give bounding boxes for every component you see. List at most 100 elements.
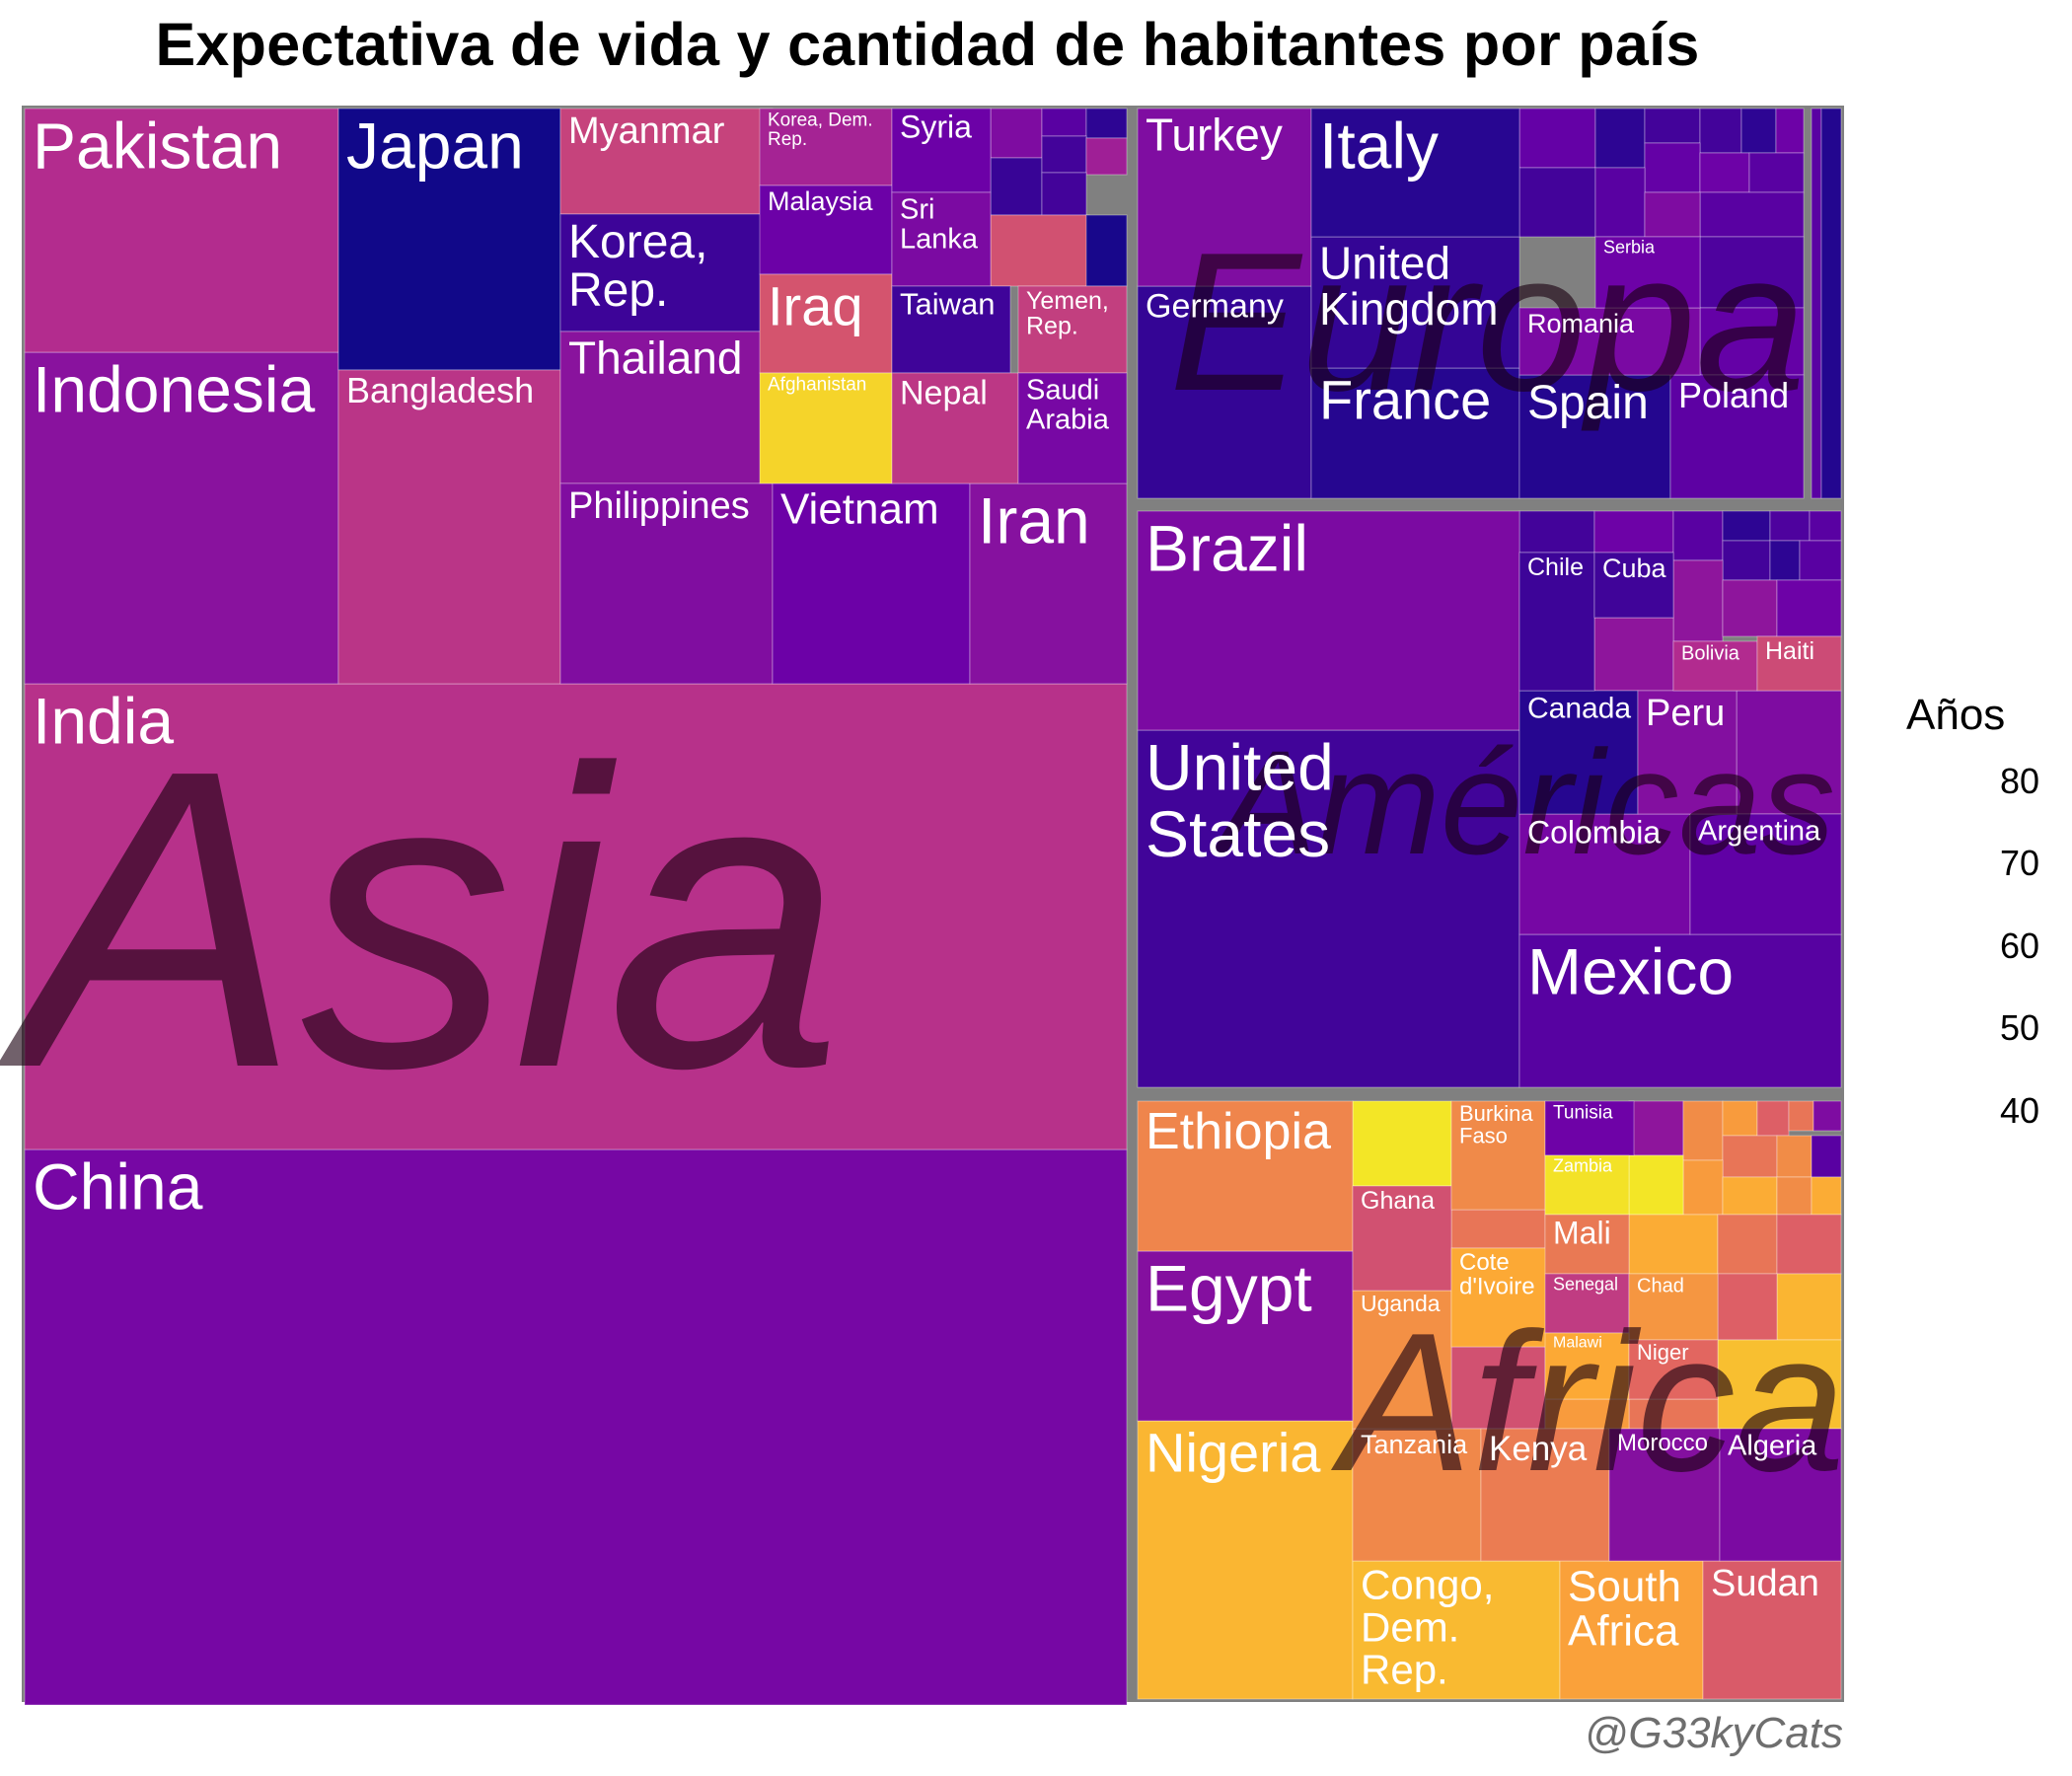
country-tile	[1644, 142, 1701, 193]
country-tile	[1518, 690, 1639, 815]
country-label: Burkina Faso	[1459, 1101, 1533, 1147]
country-label: Cuba	[1602, 554, 1667, 583]
country-tile	[1137, 510, 1520, 731]
country-label: Morocco	[1617, 1430, 1708, 1456]
country-tile	[24, 1148, 1128, 1706]
country-tile	[559, 482, 774, 685]
country-tile	[1137, 285, 1312, 499]
country-tile	[1137, 729, 1520, 1088]
country-tile	[1722, 1100, 1758, 1137]
country-label: Senegal	[1553, 1275, 1618, 1295]
country-tile	[1594, 108, 1646, 169]
country-label: Spain	[1527, 377, 1649, 429]
country-tile	[1352, 1290, 1452, 1430]
country-tile	[1352, 1100, 1452, 1187]
country-tile	[1756, 1100, 1790, 1137]
country-label: Peru	[1646, 693, 1725, 734]
country-tile	[1628, 1154, 1684, 1216]
country-label: Algeria	[1728, 1431, 1817, 1462]
country-label: United Kingdom	[1319, 237, 1499, 334]
country-tile	[990, 108, 1043, 159]
country-tile	[1017, 372, 1128, 484]
country-tile	[1722, 1176, 1778, 1216]
country-tile	[1041, 172, 1087, 216]
country-tile	[1628, 1214, 1719, 1275]
country-tile	[1776, 1273, 1842, 1341]
country-tile	[1310, 108, 1520, 238]
chart-title: Expectativa de vida y cantidad de habita…	[155, 11, 1700, 78]
country-label: Saudi Arabia	[1026, 375, 1110, 436]
country-tile	[559, 331, 774, 484]
country-label: Congo, Dem. Rep.	[1361, 1562, 1494, 1693]
country-tile	[337, 108, 561, 371]
country-tile	[1518, 933, 1842, 1088]
country-label: Chile	[1527, 554, 1584, 581]
country-tile	[1593, 617, 1674, 692]
country-tile	[1811, 108, 1822, 499]
country-label: France	[1319, 369, 1491, 431]
country-tile	[772, 482, 971, 685]
country-label: Egypt	[1146, 1252, 1312, 1325]
country-label: Italy	[1319, 110, 1439, 183]
country-tile	[1719, 1428, 1842, 1562]
country-tile	[1450, 1346, 1546, 1430]
country-tile	[1480, 1428, 1610, 1562]
country-label: Korea, Rep.	[568, 216, 707, 317]
country-tile	[1682, 1100, 1724, 1161]
country-tile	[990, 214, 1090, 287]
country-tile	[1722, 1135, 1778, 1178]
country-tile	[559, 108, 774, 215]
country-tile	[891, 108, 992, 193]
country-label: Vietnam	[780, 484, 939, 533]
country-tile	[1769, 540, 1801, 581]
country-tile	[1756, 635, 1842, 692]
country-label: Nepal	[900, 374, 988, 411]
country-tile	[1593, 510, 1674, 554]
country-tile	[1672, 510, 1724, 561]
country-label: Kenya	[1489, 1430, 1588, 1468]
country-tile	[759, 372, 893, 484]
legend-tick-label: 50	[2000, 1007, 2040, 1048]
country-label: Myanmar	[568, 111, 725, 152]
country-tile	[1717, 1214, 1778, 1275]
country-tile	[1518, 108, 1596, 169]
country-tile	[1352, 1185, 1452, 1292]
country-label: Mali	[1553, 1215, 1611, 1250]
country-label: Zambia	[1553, 1156, 1613, 1176]
country-label: Sri Lanka	[900, 194, 979, 256]
country-tile	[1644, 191, 1701, 238]
country-tile	[1450, 1209, 1546, 1249]
country-tile	[1776, 1214, 1842, 1275]
country-tile	[1628, 1273, 1719, 1341]
country-label: Brazil	[1146, 512, 1308, 585]
country-label: Haiti	[1765, 637, 1814, 665]
country-label: Bangladesh	[346, 370, 534, 410]
country-tile	[1788, 1100, 1814, 1132]
legend-tick-label: 70	[2000, 843, 2040, 883]
country-tile	[1809, 510, 1842, 542]
country-tile	[1820, 108, 1842, 499]
country-tile	[1811, 1176, 1842, 1216]
country-tile	[1813, 1100, 1842, 1132]
country-tile	[1699, 108, 1742, 154]
country-label: Thailand	[568, 332, 742, 383]
country-tile	[759, 108, 893, 186]
country-label: Nigeria	[1146, 1422, 1321, 1484]
country-tile	[1776, 1135, 1813, 1178]
country-tile	[1594, 236, 1701, 309]
country-tile	[1699, 152, 1750, 193]
country-label: Turkey	[1146, 109, 1283, 160]
country-tile	[1137, 1100, 1354, 1252]
country-tile	[1518, 167, 1596, 238]
country-tile	[24, 108, 339, 353]
country-label: Japan	[346, 110, 524, 183]
country-tile	[1085, 214, 1128, 287]
legend-tick-label: 40	[2000, 1090, 2040, 1131]
country-tile	[1544, 1100, 1635, 1156]
country-label: Romania	[1527, 309, 1635, 338]
country-label: Ghana	[1361, 1187, 1435, 1215]
country-label: Tunisia	[1553, 1102, 1613, 1123]
country-tile	[1672, 640, 1758, 692]
country-tile	[1776, 579, 1842, 637]
country-tile	[1085, 108, 1128, 139]
